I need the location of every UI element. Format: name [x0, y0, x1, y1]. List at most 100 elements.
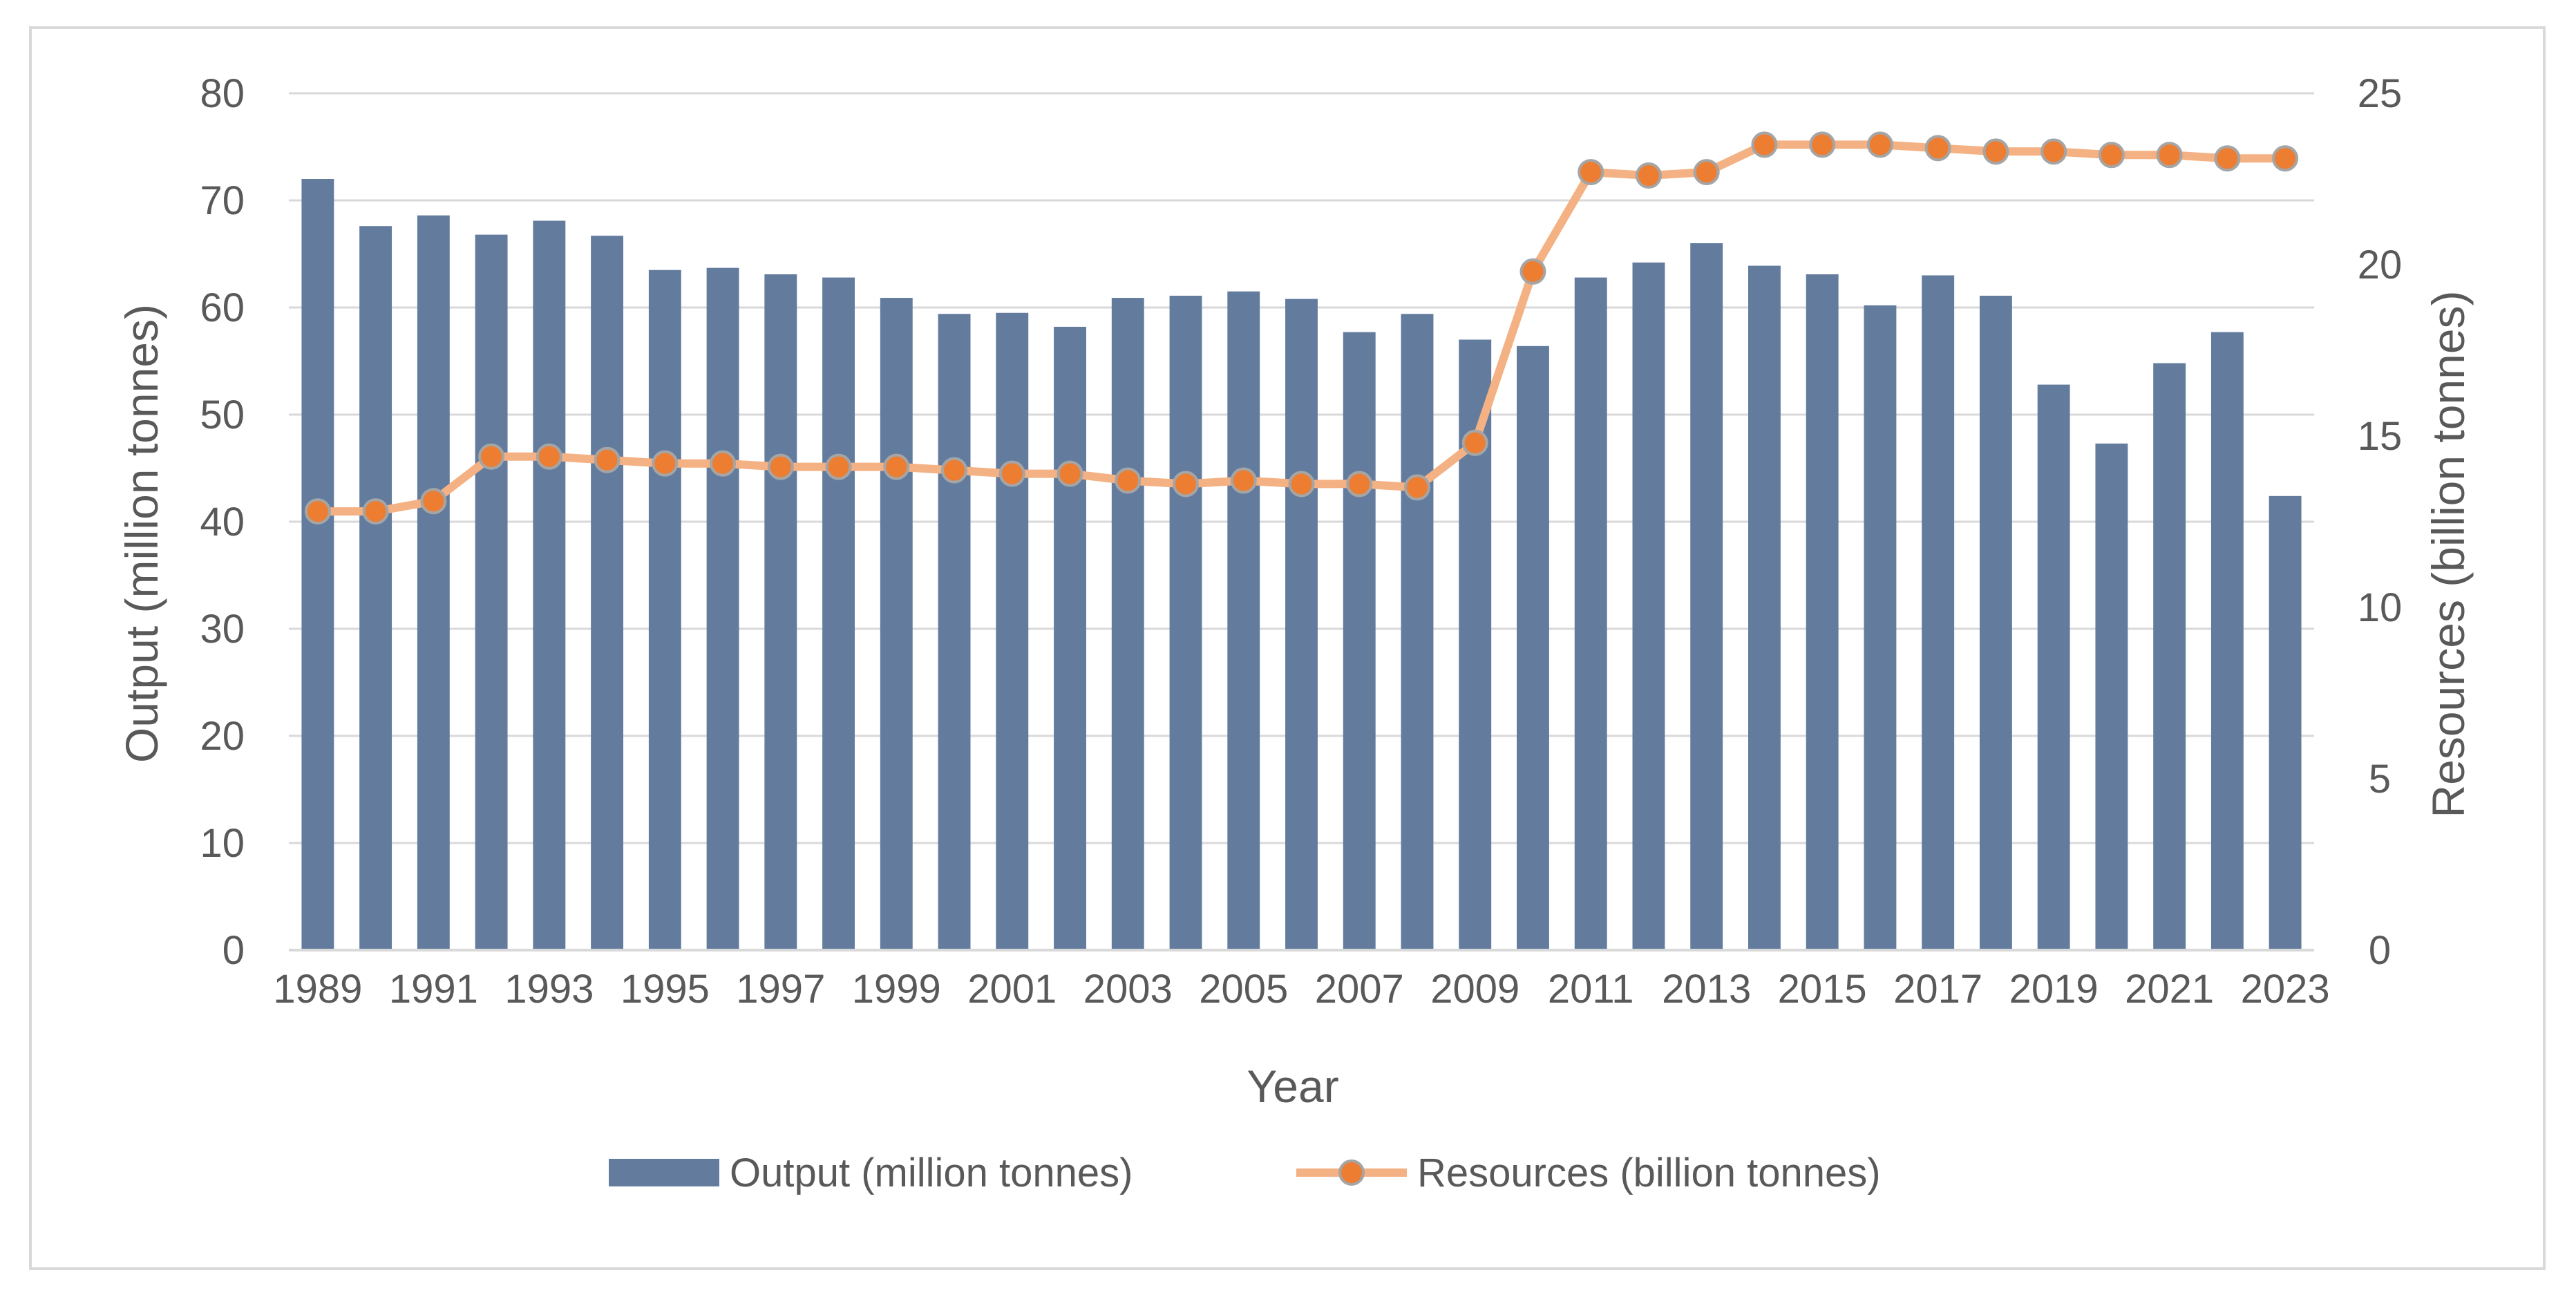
- x-tick-label: 1997: [736, 967, 825, 1012]
- bar: [533, 220, 566, 951]
- x-axis-title: Year: [1247, 1061, 1338, 1112]
- legend-swatch-resources-marker: [1338, 1159, 1365, 1186]
- y2-tick-label: 0: [2369, 928, 2391, 973]
- right-axis-ticks: 0 5 10 15 20 25: [2358, 71, 2403, 973]
- bar: [764, 274, 797, 950]
- bar: [2153, 363, 2186, 950]
- line-point: [2156, 142, 2183, 169]
- y-tick-label: 0: [222, 928, 245, 973]
- bar: [1632, 262, 1665, 950]
- bar: [706, 267, 739, 950]
- bar: [938, 314, 971, 950]
- bar: [648, 269, 681, 950]
- line-point: [767, 453, 794, 480]
- bar: [1574, 277, 1607, 951]
- bar: [1111, 298, 1144, 950]
- x-tick-label: 2011: [1548, 967, 1634, 1012]
- y-tick-label: 80: [200, 71, 245, 116]
- line-point: [594, 446, 621, 473]
- y2-tick-label: 20: [2358, 243, 2403, 287]
- line-point: [1578, 159, 1604, 186]
- x-tick-label: 2023: [2241, 967, 2330, 1012]
- bar: [1517, 345, 1549, 950]
- bar: [1343, 332, 1376, 950]
- x-tick-label: 2017: [1893, 967, 1982, 1012]
- y-tick-label: 60: [200, 285, 245, 330]
- line-point: [1982, 138, 2009, 165]
- line-point: [362, 498, 389, 525]
- line-point: [710, 450, 737, 477]
- bar: [301, 179, 334, 950]
- bar: [417, 215, 450, 951]
- y-tick-label: 10: [200, 821, 245, 866]
- line-point: [1693, 159, 1720, 186]
- bar: [1054, 326, 1086, 950]
- chart-frame: 0 10 20 30 40 50 60 70 80 0 5 10 15 20 25 1989 1991 199…: [29, 26, 2546, 1270]
- bar: [1690, 243, 1723, 950]
- line-point: [1403, 474, 1430, 501]
- bar: [1169, 295, 1202, 950]
- bar: [1979, 295, 2012, 950]
- y2-tick-label: 25: [2358, 71, 2403, 116]
- line-point: [1173, 471, 1200, 498]
- bar: [822, 277, 855, 951]
- line-point: [1751, 131, 1778, 158]
- bar: [359, 226, 392, 951]
- legend-label-resources: Resources (billion tonnes): [1417, 1151, 1881, 1195]
- bar: [1285, 299, 1318, 951]
- line-point: [1115, 467, 1142, 494]
- bar: [1806, 274, 1839, 950]
- line-point: [1866, 131, 1893, 158]
- line-point: [1057, 460, 1083, 487]
- x-tick-label: 1993: [504, 967, 594, 1012]
- line-point: [1230, 467, 1257, 494]
- line-point: [1519, 258, 1546, 285]
- line-point: [1461, 429, 1488, 456]
- x-tick-label: 1995: [621, 967, 710, 1012]
- x-tick-label: 1999: [852, 967, 941, 1012]
- y-axis-title: Output (million tonnes): [116, 304, 167, 763]
- y2-tick-label: 10: [2358, 585, 2403, 630]
- line-point: [1346, 471, 1373, 498]
- bar: [1401, 314, 1434, 950]
- bar: [475, 234, 508, 951]
- line-point: [478, 443, 505, 470]
- y-tick-label: 70: [200, 178, 245, 223]
- x-tick-label: 2003: [1083, 967, 1173, 1012]
- y2-tick-label: 15: [2358, 414, 2403, 459]
- bar: [1227, 291, 1260, 950]
- bar: [880, 298, 913, 950]
- x-tick-label: 1989: [273, 967, 362, 1012]
- line-point: [2098, 142, 2125, 169]
- line-point: [998, 460, 1025, 487]
- x-tick-label: 2005: [1199, 967, 1288, 1012]
- y2-tick-label: 5: [2369, 757, 2391, 802]
- left-axis-ticks: 0 10 20 30 40 50 60 70 80: [200, 71, 245, 973]
- bar: [1748, 265, 1781, 950]
- line-point: [652, 450, 679, 477]
- y-tick-label: 30: [200, 607, 245, 652]
- x-tick-label: 2021: [2125, 967, 2214, 1012]
- bar: [2095, 443, 2128, 950]
- line-point: [883, 453, 910, 480]
- y2-axis-title: Resources (billion tonnes): [2423, 290, 2474, 817]
- x-tick-label: 2015: [1778, 967, 1867, 1012]
- y-tick-label: 40: [200, 500, 245, 545]
- bar: [591, 236, 624, 950]
- line-point: [2040, 138, 2067, 165]
- line-point: [1809, 131, 1836, 158]
- line-point: [420, 488, 447, 515]
- x-tick-label: 2001: [967, 967, 1057, 1012]
- y-tick-label: 50: [200, 392, 245, 437]
- x-tick-label: 1991: [389, 967, 478, 1012]
- x-axis-ticks: 1989 1991 1993 1995 1997 1999 2001 2003 2005 2007…: [273, 967, 2329, 1012]
- chart-svg: 0 10 20 30 40 50 60 70 80 0 5 10 15 20 25 1989 1991 199…: [116, 71, 2474, 1195]
- x-tick-label: 2007: [1315, 967, 1404, 1012]
- line-series: [304, 131, 2299, 525]
- line-point: [825, 453, 852, 480]
- bar-series: [301, 179, 2302, 951]
- bar: [2210, 332, 2244, 950]
- line-point: [941, 457, 968, 484]
- bar: [996, 312, 1029, 950]
- line-point: [536, 443, 562, 470]
